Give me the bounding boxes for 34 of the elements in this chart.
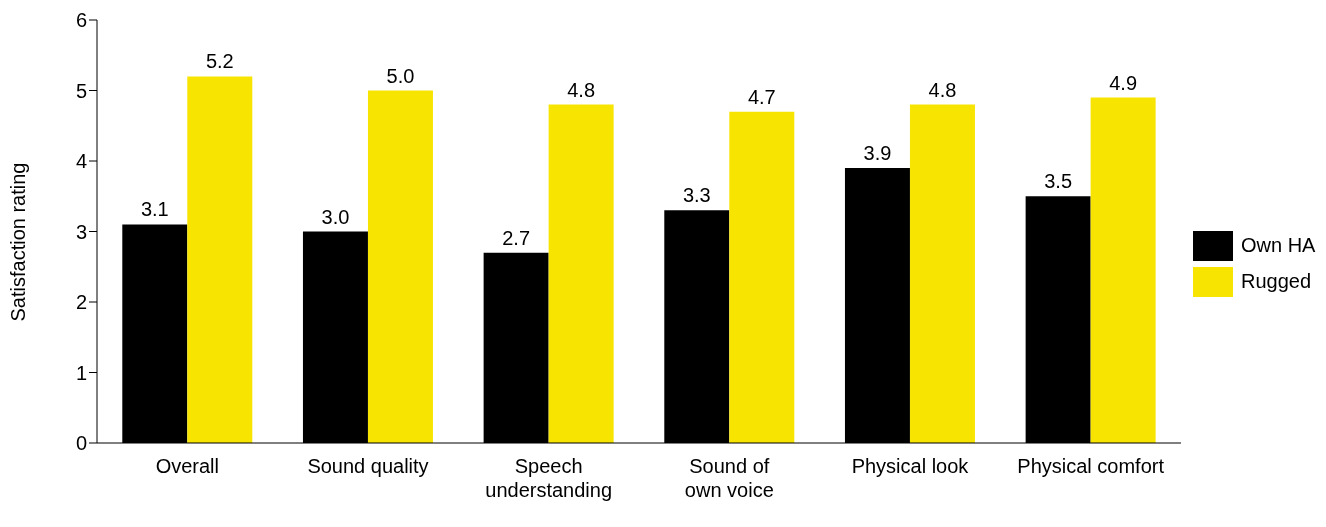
y-tick-label: 4 bbox=[75, 150, 87, 173]
legend-label: Rugged bbox=[1241, 270, 1312, 293]
legend-label: Own HA bbox=[1241, 234, 1316, 257]
y-axis-title: Satisfaction rating bbox=[7, 162, 30, 322]
x-tick-label: Sound quality bbox=[307, 455, 429, 477]
y-tick-label: 2 bbox=[75, 291, 87, 314]
data-label: 3.1 bbox=[140, 198, 169, 221]
data-label: 3.5 bbox=[1044, 170, 1073, 193]
data-label: 4.8 bbox=[567, 78, 596, 101]
y-tick-label: 6 bbox=[75, 9, 87, 32]
data-label: 5.0 bbox=[386, 64, 415, 87]
y-tick-label: 5 bbox=[75, 79, 87, 102]
data-label: 4.7 bbox=[747, 85, 776, 108]
data-label: 4.9 bbox=[1109, 71, 1138, 94]
data-label: 2.7 bbox=[502, 226, 531, 249]
x-tick-label: Sound of own voice bbox=[684, 455, 774, 501]
data-label: 3.0 bbox=[321, 205, 350, 228]
data-label: 5.2 bbox=[205, 50, 234, 73]
bar bbox=[729, 111, 795, 443]
data-label: 4.8 bbox=[928, 78, 957, 101]
y-tick-label: 0 bbox=[75, 432, 87, 455]
y-tick-label: 1 bbox=[75, 361, 87, 384]
x-tick-label: Speech understanding bbox=[485, 455, 613, 501]
bar bbox=[548, 104, 614, 443]
x-tick-label: Physical comfort bbox=[1017, 455, 1165, 477]
x-tick-label: Overall bbox=[155, 455, 220, 477]
x-tick-label: Physical look bbox=[851, 455, 970, 477]
data-label: 3.3 bbox=[682, 184, 711, 207]
bar bbox=[187, 76, 253, 443]
bar bbox=[1090, 97, 1156, 443]
data-label: 3.9 bbox=[863, 142, 892, 165]
bar bbox=[909, 104, 975, 443]
bar bbox=[367, 90, 433, 443]
y-tick-label: 3 bbox=[75, 220, 87, 243]
